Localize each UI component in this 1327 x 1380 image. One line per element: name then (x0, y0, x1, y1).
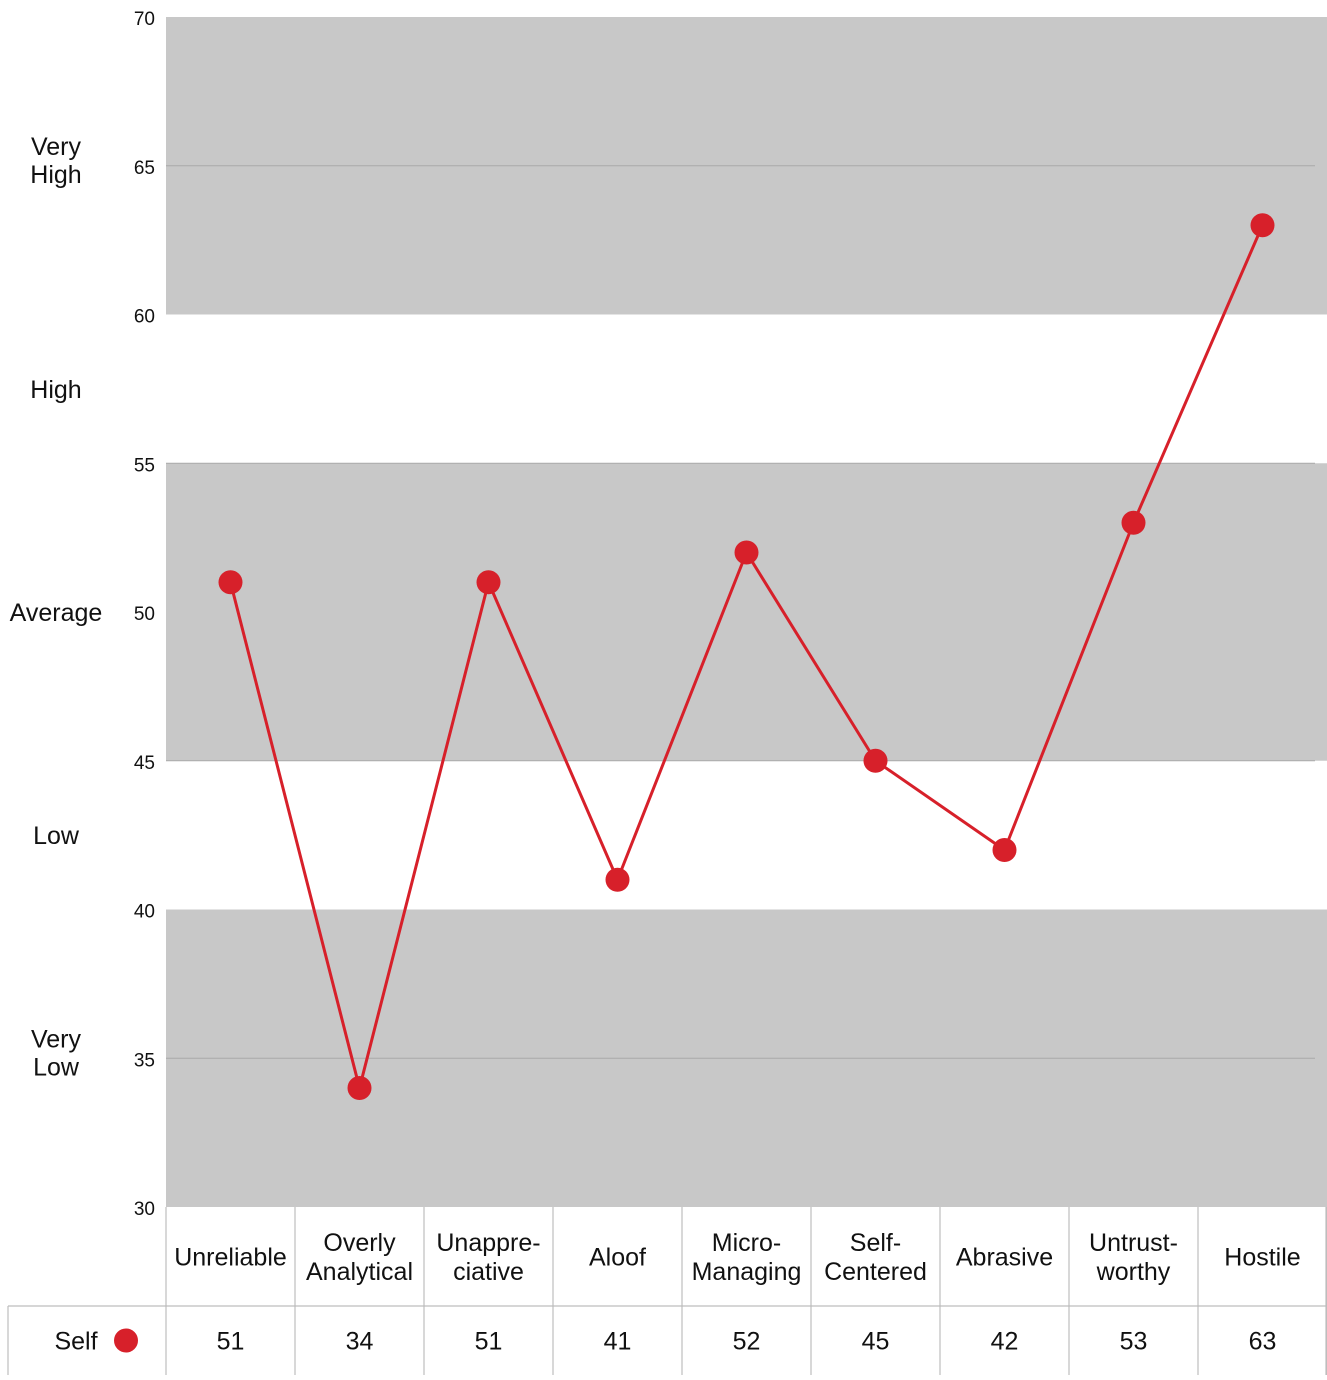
y-tick-label: 70 (134, 9, 155, 30)
value-cell: 45 (862, 1328, 890, 1356)
y-tick-label: 45 (134, 753, 155, 774)
series-name: Self (54, 1328, 97, 1356)
value-cell: 52 (733, 1328, 761, 1356)
band-label: Very (31, 133, 82, 161)
series-marker-icon (114, 1328, 138, 1353)
data-point (863, 748, 888, 773)
category-label: worthy (1096, 1258, 1171, 1286)
band-label: High (30, 376, 81, 404)
band-label: Low (33, 1053, 80, 1081)
category-label: ciative (453, 1258, 524, 1286)
data-point (218, 570, 243, 595)
category-label: Self- (850, 1229, 901, 1257)
band-2 (166, 463, 1327, 761)
band-label: Very (31, 1025, 82, 1053)
value-cell: 53 (1120, 1328, 1148, 1356)
y-tick-label: 50 (134, 604, 155, 625)
band-label: High (30, 161, 81, 189)
category-label: Overly (323, 1229, 396, 1257)
value-cell: 51 (475, 1328, 503, 1356)
data-point (1121, 510, 1146, 535)
y-tick-label: 60 (134, 307, 155, 328)
category-label: Micro- (712, 1229, 781, 1257)
data-point (1250, 213, 1275, 238)
category-label: Analytical (306, 1258, 413, 1286)
category-label: Managing (692, 1258, 802, 1286)
category-label: Unappre- (436, 1229, 540, 1257)
band-label: Average (10, 599, 103, 627)
category-label: Centered (824, 1258, 927, 1286)
y-tick-label: 35 (134, 1050, 155, 1071)
category-label: Untrust- (1089, 1229, 1178, 1257)
data-point (347, 1076, 372, 1100)
y-tick-label: 55 (134, 455, 155, 476)
data-point (476, 570, 501, 595)
category-label: Abrasive (956, 1244, 1053, 1272)
y-tick-label: 30 (134, 1199, 155, 1220)
value-cell: 51 (217, 1328, 245, 1356)
data-point (734, 540, 759, 565)
value-cell: 42 (991, 1328, 1019, 1356)
category-label: Unreliable (174, 1244, 287, 1272)
value-cell: 34 (346, 1328, 374, 1356)
value-cell: 41 (604, 1328, 632, 1356)
value-cell: 63 (1249, 1328, 1277, 1356)
category-label: Hostile (1224, 1244, 1300, 1272)
category-label: Aloof (589, 1244, 646, 1272)
y-tick-label: 40 (134, 902, 155, 923)
band-label: Low (33, 822, 80, 850)
data-point (992, 838, 1017, 862)
y-tick-label: 65 (134, 158, 155, 179)
data-point (605, 867, 630, 892)
